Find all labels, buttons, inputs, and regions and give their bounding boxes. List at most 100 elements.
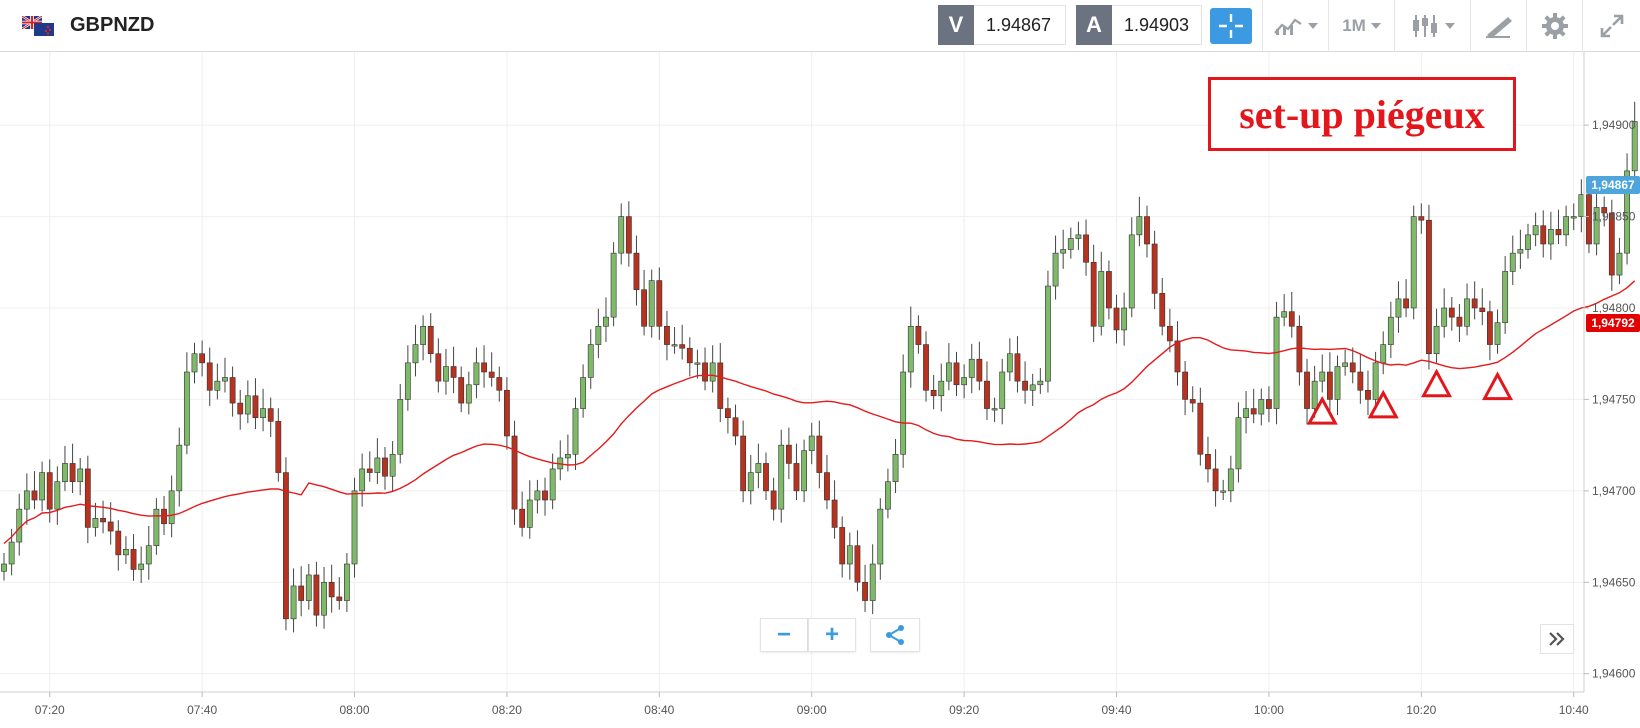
candle-body — [465, 384, 472, 404]
triangle-up-marker — [1482, 371, 1514, 401]
candle-body — [214, 380, 221, 391]
candle-body — [709, 362, 716, 382]
candle-body — [778, 444, 785, 510]
candle-body — [1319, 371, 1326, 382]
candle-body — [900, 371, 907, 455]
candle-body — [1052, 252, 1059, 287]
candle-body — [1578, 194, 1585, 217]
price-tick-label: 1,94600 — [1592, 667, 1636, 681]
buy-price: 1.94903 — [1124, 14, 1190, 35]
candle-body — [31, 490, 38, 501]
time-tick-label: 08:00 — [340, 703, 370, 717]
candle-body — [397, 399, 404, 455]
triangle-up-marker — [1421, 368, 1453, 398]
zoom-in-button[interactable]: + — [808, 618, 856, 652]
setup-annotation: set-up piégeux — [1208, 77, 1516, 151]
candle-body — [648, 280, 655, 327]
candle-body — [130, 549, 137, 570]
candle-body — [176, 444, 183, 492]
candle-body — [443, 366, 449, 382]
candle-body — [1532, 225, 1539, 236]
line-chart-icon — [1274, 18, 1302, 35]
candle-body — [534, 490, 541, 501]
candle-body — [610, 252, 617, 318]
sell-tag: V — [938, 4, 974, 45]
candle-body — [633, 252, 640, 291]
settings-button[interactable] — [1526, 0, 1582, 52]
candle-body — [1037, 380, 1044, 386]
candle-body — [260, 408, 266, 419]
time-tick-label: 10:40 — [1559, 703, 1589, 717]
zoom-out-button[interactable]: − — [760, 618, 808, 652]
candle-body — [54, 481, 61, 510]
chart-type-dropdown[interactable] — [1262, 0, 1328, 52]
candle-body — [1326, 371, 1333, 400]
candle-body — [328, 581, 335, 598]
candle-body — [46, 472, 53, 510]
candle-body — [1121, 307, 1128, 331]
scroll-to-latest-button[interactable] — [1540, 624, 1574, 654]
candle-body — [123, 549, 129, 556]
candle-body — [343, 563, 350, 601]
candle-body — [1456, 316, 1463, 327]
candle-style-dropdown[interactable] — [1394, 0, 1470, 52]
candle-body — [359, 468, 366, 492]
candle-body — [1403, 298, 1409, 309]
candle-body — [252, 395, 259, 419]
candle-body — [199, 353, 206, 364]
fullscreen-button[interactable] — [1582, 0, 1640, 52]
candle-body — [504, 389, 510, 437]
candle-body — [313, 574, 320, 616]
candle-body — [1426, 219, 1432, 355]
candle-body — [862, 581, 868, 601]
ma-price-tag: 1,94792 — [1586, 313, 1640, 332]
candle-body — [1616, 252, 1623, 276]
candle-body — [1433, 325, 1440, 355]
candle-body — [542, 490, 548, 501]
candle-body — [458, 377, 465, 404]
candle-body — [1159, 293, 1166, 327]
drawing-tools-button[interactable] — [1470, 0, 1526, 52]
candle-body — [976, 358, 983, 382]
candle-body — [229, 377, 236, 404]
candle-body — [869, 563, 876, 601]
time-axis: 07:20 07:40 08:00 08:20 08:40 09:00 09:20 09:40… — [35, 692, 1589, 717]
time-tick-label: 07:20 — [35, 703, 65, 717]
candle-body — [1106, 271, 1112, 309]
candle-body — [1509, 252, 1516, 272]
candle-body — [1022, 380, 1028, 391]
candle-body — [785, 444, 792, 464]
price-tick-label: 1,94700 — [1592, 484, 1636, 498]
share-button[interactable] — [870, 618, 920, 652]
sell-price-button[interactable]: V 1.94867 — [938, 4, 1066, 45]
timeframe-dropdown[interactable]: 1M — [1328, 0, 1394, 52]
candle-body — [298, 585, 305, 601]
crosshair-button[interactable] — [1210, 8, 1252, 44]
buy-price-button[interactable]: A 1.94903 — [1076, 4, 1202, 45]
candle-body — [1029, 384, 1036, 391]
instrument-symbol: GBPNZD — [70, 14, 155, 36]
minus-icon: − — [776, 621, 791, 648]
candle-body — [1083, 234, 1089, 263]
candle-body — [763, 463, 769, 492]
price-tick-label: 1,94650 — [1592, 575, 1636, 589]
candle-body — [153, 508, 160, 547]
candle-body — [755, 463, 762, 473]
candle-body — [717, 362, 724, 409]
candle-body — [1365, 389, 1371, 400]
candle-body — [1189, 399, 1196, 404]
candle-body — [1197, 402, 1204, 455]
candle-body — [519, 508, 526, 528]
candle-body — [92, 517, 99, 528]
candle-body — [1563, 216, 1569, 236]
candle-body — [740, 435, 747, 492]
candle-body — [1128, 234, 1135, 309]
price-chart[interactable]: 1,94600 1,94650 1,94700 1,94750 1,94800 1,948… — [0, 52, 1640, 728]
candle-body — [1250, 408, 1257, 415]
candle-body — [1410, 216, 1417, 309]
candle-body — [694, 362, 701, 365]
candle-body — [1258, 399, 1265, 415]
candle-body — [366, 468, 373, 473]
candle-body — [206, 362, 213, 391]
candle-body — [222, 377, 228, 382]
